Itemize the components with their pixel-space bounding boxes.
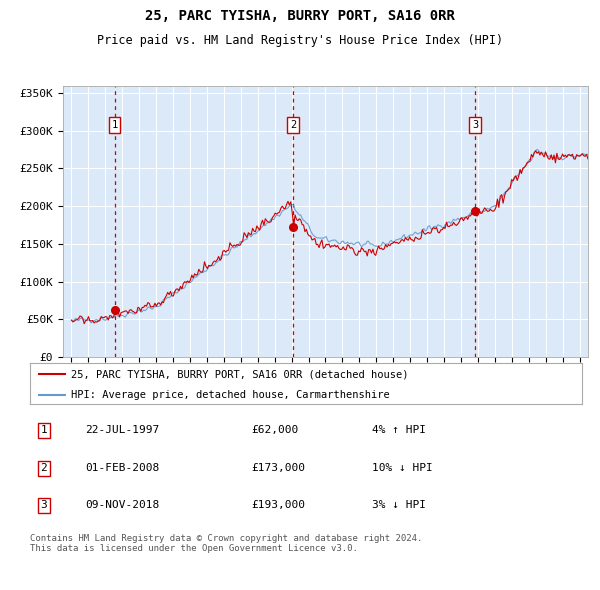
Text: £173,000: £173,000: [251, 463, 305, 473]
Text: 4% ↑ HPI: 4% ↑ HPI: [372, 425, 426, 435]
Text: HPI: Average price, detached house, Carmarthenshire: HPI: Average price, detached house, Carm…: [71, 390, 390, 400]
Text: 01-FEB-2008: 01-FEB-2008: [85, 463, 160, 473]
Text: 2: 2: [40, 463, 47, 473]
Text: 1: 1: [112, 120, 118, 130]
Text: 3% ↓ HPI: 3% ↓ HPI: [372, 500, 426, 510]
Text: £62,000: £62,000: [251, 425, 298, 435]
Text: Contains HM Land Registry data © Crown copyright and database right 2024.
This d: Contains HM Land Registry data © Crown c…: [30, 534, 422, 553]
Text: 3: 3: [40, 500, 47, 510]
Text: 22-JUL-1997: 22-JUL-1997: [85, 425, 160, 435]
Text: £193,000: £193,000: [251, 500, 305, 510]
Text: 09-NOV-2018: 09-NOV-2018: [85, 500, 160, 510]
Text: 25, PARC TYISHA, BURRY PORT, SA16 0RR (detached house): 25, PARC TYISHA, BURRY PORT, SA16 0RR (d…: [71, 369, 409, 379]
Text: 1: 1: [40, 425, 47, 435]
Text: 3: 3: [472, 120, 478, 130]
Text: Price paid vs. HM Land Registry's House Price Index (HPI): Price paid vs. HM Land Registry's House …: [97, 34, 503, 47]
Text: 25, PARC TYISHA, BURRY PORT, SA16 0RR: 25, PARC TYISHA, BURRY PORT, SA16 0RR: [145, 9, 455, 23]
Text: 2: 2: [290, 120, 296, 130]
Text: 10% ↓ HPI: 10% ↓ HPI: [372, 463, 433, 473]
